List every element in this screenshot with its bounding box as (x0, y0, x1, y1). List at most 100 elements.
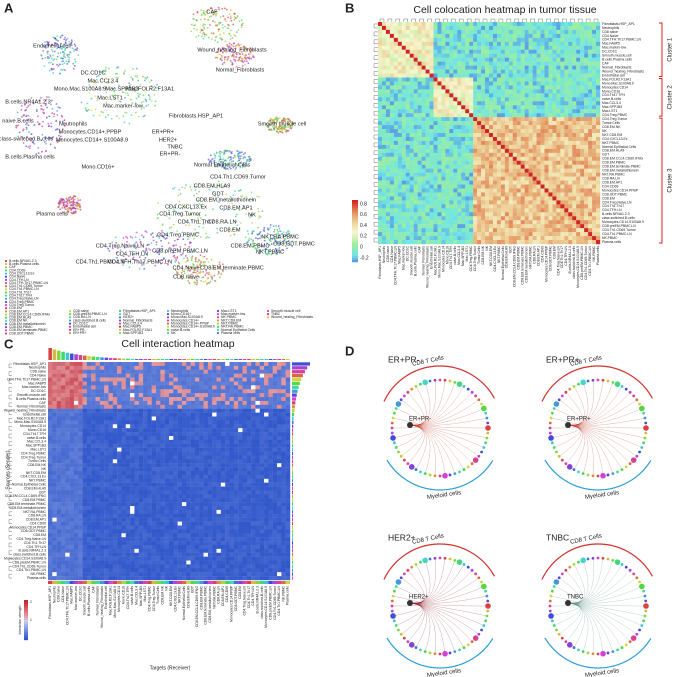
heat-cell (560, 65, 565, 70)
heat-cell (445, 232, 450, 237)
heat-cell (437, 144, 442, 150)
heat-cell (520, 53, 525, 58)
heat-cell (540, 81, 545, 86)
heat-cell (477, 212, 482, 217)
heat-cell (496, 109, 502, 114)
heat-cell (469, 25, 474, 31)
heat-cell (548, 188, 553, 193)
heat-cell (496, 236, 502, 241)
heat-cell (449, 188, 454, 193)
heat-cell (512, 184, 517, 189)
heat-cell (580, 125, 585, 130)
heat-cell (572, 208, 577, 213)
heat-cell (516, 220, 521, 225)
heat-cell (393, 152, 399, 157)
heat-cell (385, 236, 391, 241)
umap-point (118, 84, 121, 87)
heat-cell (485, 101, 490, 106)
heat-cell (405, 101, 410, 106)
heat-cell (496, 164, 502, 169)
heat-cell (469, 125, 474, 130)
heat-cell (413, 180, 418, 185)
heat-cell (433, 33, 438, 39)
heat-cell (536, 200, 541, 205)
heat-cell (552, 224, 557, 229)
heat-cell (536, 85, 541, 90)
heat-cell (441, 41, 446, 46)
heat-cell (429, 85, 434, 90)
heat-cell (580, 101, 585, 106)
heat-cell (584, 77, 589, 82)
umap-point (241, 22, 244, 25)
heat-cell (437, 61, 442, 66)
heat-cell (556, 105, 561, 110)
umap-point (48, 56, 51, 59)
umap-point (219, 152, 222, 155)
heat-cell (516, 53, 521, 58)
umap-point (244, 236, 247, 239)
heat-cell (477, 200, 482, 205)
umap-point (26, 136, 29, 138)
heat-cell (449, 29, 454, 35)
heat-cell (564, 129, 569, 134)
umap-point (252, 55, 254, 57)
heat-cell (417, 29, 422, 35)
umap-point (86, 109, 89, 112)
heat-cell (580, 81, 585, 86)
heat-cell (453, 184, 458, 189)
heat-cell (453, 240, 458, 245)
heat-cell (592, 220, 597, 225)
heat-cell (389, 53, 395, 58)
heat-cell (556, 208, 561, 213)
umap-point (200, 279, 203, 282)
heat-cell (477, 240, 482, 245)
heat-cell (421, 180, 426, 185)
heat-cell (481, 125, 486, 130)
heat-cell (389, 101, 395, 106)
heat-cell (465, 125, 470, 130)
heat-cell (556, 37, 561, 43)
heat-cell (437, 204, 442, 209)
heat-cell (421, 156, 426, 161)
heat-cell (393, 228, 399, 233)
umap-point (240, 151, 243, 154)
umap-point (62, 53, 65, 56)
heat-cell (528, 152, 533, 157)
umap-point (209, 154, 212, 157)
heat-cell (596, 232, 601, 237)
heat-cell (393, 49, 399, 54)
heat-cell (421, 85, 426, 90)
heat-cell (548, 176, 553, 181)
umap-point (114, 97, 117, 100)
heat-cell (576, 65, 581, 70)
heat-cell (532, 208, 537, 213)
umap-point (108, 78, 111, 81)
heat-cell (465, 172, 470, 177)
heat-cell (461, 22, 466, 27)
umap-point (188, 282, 191, 285)
heat-cell (397, 156, 402, 161)
umap-point (285, 128, 288, 131)
umap-point (104, 66, 107, 69)
heat-cell (405, 37, 410, 43)
heat-cell (596, 216, 601, 221)
umap-point (56, 139, 58, 142)
umap-point (40, 54, 43, 57)
heat-cell (596, 117, 601, 122)
heat-cell (465, 117, 470, 122)
umap-point (230, 167, 232, 170)
heat-cell (536, 148, 541, 154)
umap-point (115, 76, 118, 79)
heat-cell (568, 160, 573, 165)
heat-cell (576, 73, 581, 78)
heat-cell (496, 77, 502, 82)
heat-cell (544, 125, 549, 130)
umap-point (217, 180, 220, 183)
umap-point (137, 79, 140, 82)
umap-point (51, 108, 54, 110)
heat-cell (465, 101, 470, 106)
heat-cell (552, 77, 557, 82)
heat-cell (592, 240, 597, 245)
umap-point (202, 280, 205, 283)
heat-cell (461, 133, 466, 138)
